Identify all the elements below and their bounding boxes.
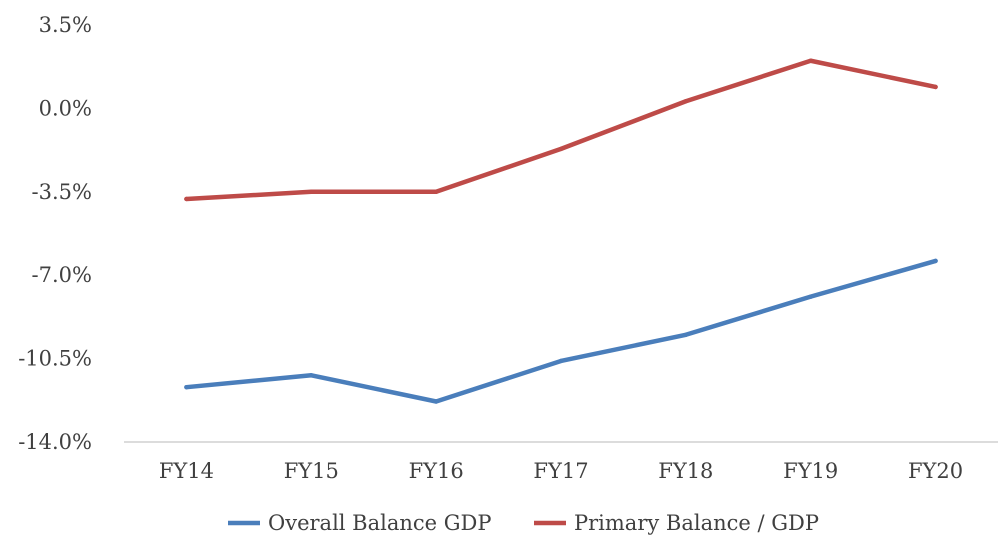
data-point <box>433 399 439 404</box>
data-point <box>558 358 564 364</box>
y-tick-label: -3.5% <box>32 180 92 204</box>
y-tick-label: -10.5% <box>18 347 92 371</box>
y-tick-label: -14.0% <box>18 430 92 454</box>
y-tick-label: 3.5% <box>39 13 92 37</box>
data-point <box>309 189 314 194</box>
series-line-overall-balance <box>184 258 938 404</box>
x-tick-label: FY20 <box>908 459 963 483</box>
data-point <box>184 384 189 390</box>
y-tick-label: -7.0% <box>32 263 92 287</box>
data-point <box>933 84 938 90</box>
x-axis-ticks: FY14 FY15 FY16 FY17 FY18 FY19 FY20 <box>159 459 963 483</box>
series-line-primary-balance <box>184 58 938 202</box>
data-point <box>184 196 189 202</box>
x-tick-label: FY18 <box>658 459 713 483</box>
y-axis-ticks: 3.5% 0.0% -3.5% -7.0% -10.5% -14.0% <box>18 13 92 454</box>
data-point <box>433 189 439 194</box>
legend-label: Overall Balance GDP <box>268 511 492 535</box>
legend-label: Primary Balance / GDP <box>574 511 819 535</box>
legend: Overall Balance GDP Primary Balance / GDP <box>228 511 819 535</box>
y-tick-label: 0.0% <box>39 96 92 120</box>
data-point <box>808 58 813 63</box>
data-point <box>683 99 689 104</box>
x-tick-label: FY14 <box>159 459 214 483</box>
series-lines <box>184 58 938 404</box>
data-point <box>309 373 314 378</box>
x-tick-label: FY19 <box>783 459 838 483</box>
x-tick-label: FY17 <box>533 459 588 483</box>
data-point <box>558 146 564 152</box>
x-tick-label: FY16 <box>409 459 464 483</box>
data-point <box>683 332 689 337</box>
data-point <box>933 258 938 264</box>
data-point <box>808 294 813 299</box>
x-tick-label: FY15 <box>284 459 339 483</box>
